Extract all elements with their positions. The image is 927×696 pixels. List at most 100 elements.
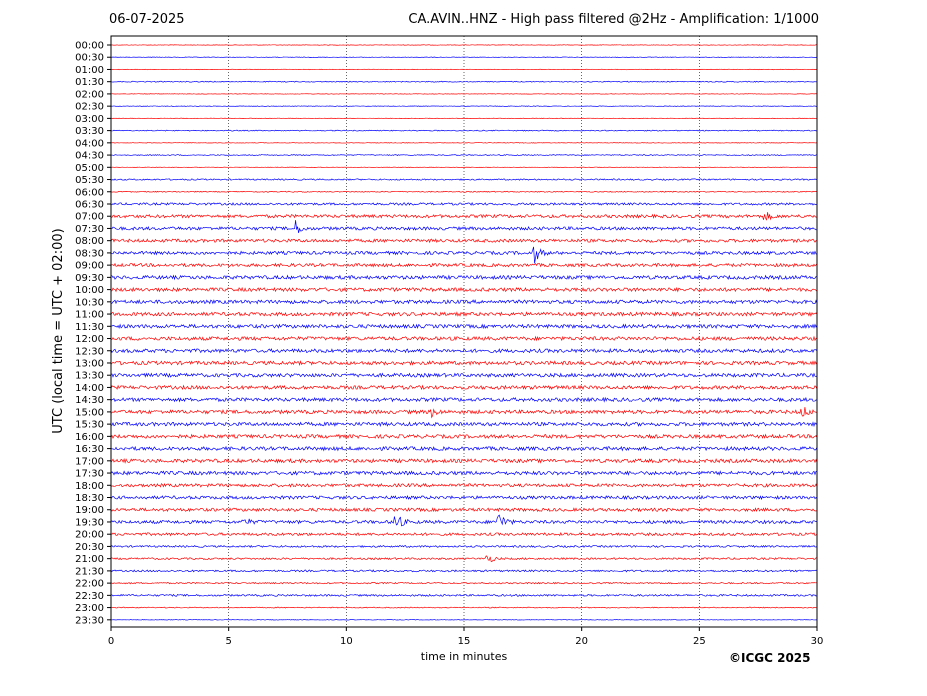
- y-tick-label-44: 22:00: [75, 579, 104, 590]
- chart-date: 06-07-2025: [109, 12, 185, 27]
- trace-0130: [110, 80, 818, 83]
- trace-1100: [110, 311, 818, 317]
- y-tick-label-29: 14:30: [75, 395, 104, 406]
- trace-0900: [110, 262, 818, 268]
- y-tick-label-47: 23:30: [75, 615, 104, 626]
- y-tick-label-21: 10:30: [75, 297, 104, 308]
- trace-1530: [110, 421, 818, 428]
- x-tick-label-1: 5: [225, 636, 231, 647]
- y-tick-label-32: 16:00: [75, 432, 104, 443]
- y-tick-label-12: 06:00: [75, 187, 104, 198]
- y-axis-label: UTC (local time = UTC + 02:00): [51, 228, 66, 433]
- trace-2330: [110, 619, 818, 621]
- trace-2130: [110, 569, 818, 573]
- trace-2030: [110, 544, 818, 549]
- trace-1900: [110, 507, 818, 513]
- y-tick-label-46: 23:00: [75, 603, 104, 614]
- trace-0030: [110, 56, 818, 58]
- y-tick-label-23: 11:30: [75, 322, 104, 333]
- trace-1130: [110, 323, 818, 330]
- x-tick-label-4: 20: [575, 636, 588, 647]
- trace-1200: [110, 335, 818, 342]
- y-tick-label-16: 08:00: [75, 236, 104, 247]
- trace-1600: [110, 433, 818, 440]
- x-tick-label-2: 10: [340, 636, 353, 647]
- trace-0700: [110, 212, 818, 221]
- trace-2200: [110, 581, 818, 585]
- copyright-credit: ©ICGC 2025: [729, 651, 811, 665]
- trace-0530: [110, 178, 818, 181]
- y-tick-label-13: 06:30: [75, 199, 104, 210]
- y-tick-label-43: 21:30: [75, 566, 104, 577]
- y-tick-label-6: 03:00: [75, 114, 104, 125]
- trace-1230: [110, 347, 818, 354]
- trace-0000: [110, 44, 818, 46]
- y-tick-label-34: 17:00: [75, 456, 104, 467]
- plot-frame: [110, 35, 818, 628]
- y-tick-label-37: 18:30: [75, 493, 104, 504]
- trace-0300: [110, 117, 818, 120]
- trace-1300: [110, 360, 818, 366]
- y-tick-label-17: 08:30: [75, 248, 104, 259]
- trace-0400: [110, 142, 818, 144]
- trace-1500: [110, 407, 818, 419]
- y-tick-label-3: 01:30: [75, 77, 104, 88]
- trace-1930: [110, 514, 818, 527]
- y-tick-label-35: 17:30: [75, 469, 104, 480]
- trace-0800: [110, 238, 818, 244]
- trace-1730: [110, 470, 818, 476]
- trace-1030: [110, 299, 818, 305]
- trace-1830: [110, 495, 818, 501]
- trace-1700: [110, 457, 818, 464]
- trace-1000: [110, 286, 818, 293]
- trace-2300: [110, 606, 818, 609]
- y-tick-label-41: 20:30: [75, 542, 104, 553]
- trace-0730: [110, 220, 818, 234]
- grid-lines: [228, 36, 700, 627]
- y-tick-label-15: 07:30: [75, 224, 104, 235]
- trace-0830: [110, 246, 818, 264]
- y-tick-label-33: 16:30: [75, 444, 104, 455]
- trace-1630: [110, 445, 818, 452]
- y-tick-label-31: 15:30: [75, 420, 104, 431]
- y-tick-label-27: 13:30: [75, 371, 104, 382]
- y-tick-label-36: 18:00: [75, 481, 104, 492]
- x-axis-label: time in minutes: [421, 650, 508, 663]
- y-tick-label-45: 22:30: [75, 591, 104, 602]
- trace-0500: [110, 166, 818, 168]
- y-tick-label-28: 14:00: [75, 383, 104, 394]
- y-tick-label-30: 15:00: [75, 407, 104, 418]
- y-tick-label-40: 20:00: [75, 530, 104, 541]
- y-tick-label-10: 05:00: [75, 163, 104, 174]
- chart-title: CA.AVIN..HNZ - High pass filtered @2Hz -…: [408, 12, 819, 27]
- y-tick-label-0: 00:00: [75, 41, 104, 52]
- y-tick-label-39: 19:30: [75, 517, 104, 528]
- trace-0430: [110, 154, 818, 156]
- trace-0930: [110, 274, 818, 281]
- x-axis-ticks: 0 5 10 15 20 25 30: [108, 627, 824, 647]
- x-tick-label-5: 25: [693, 636, 706, 647]
- seismic-traces: [110, 44, 818, 621]
- trace-0230: [110, 105, 818, 107]
- trace-2100: [110, 555, 818, 563]
- y-tick-label-8: 04:00: [75, 138, 104, 149]
- x-tick-label-6: 30: [811, 636, 824, 647]
- x-tick-label-0: 0: [108, 636, 114, 647]
- y-tick-label-7: 03:30: [75, 126, 104, 137]
- y-tick-label-1: 00:30: [75, 53, 104, 64]
- trace-0100: [110, 68, 818, 71]
- y-tick-label-24: 12:00: [75, 334, 104, 345]
- trace-1430: [110, 396, 818, 403]
- y-tick-label-5: 02:30: [75, 102, 104, 113]
- y-tick-label-11: 05:30: [75, 175, 104, 186]
- y-tick-label-42: 21:00: [75, 554, 104, 565]
- y-tick-label-14: 07:00: [75, 212, 104, 223]
- trace-1400: [110, 384, 818, 391]
- y-tick-label-22: 11:00: [75, 310, 104, 321]
- trace-2000: [110, 531, 818, 537]
- y-tick-label-18: 09:00: [75, 261, 104, 272]
- trace-0630: [110, 202, 818, 206]
- trace-2230: [110, 593, 818, 597]
